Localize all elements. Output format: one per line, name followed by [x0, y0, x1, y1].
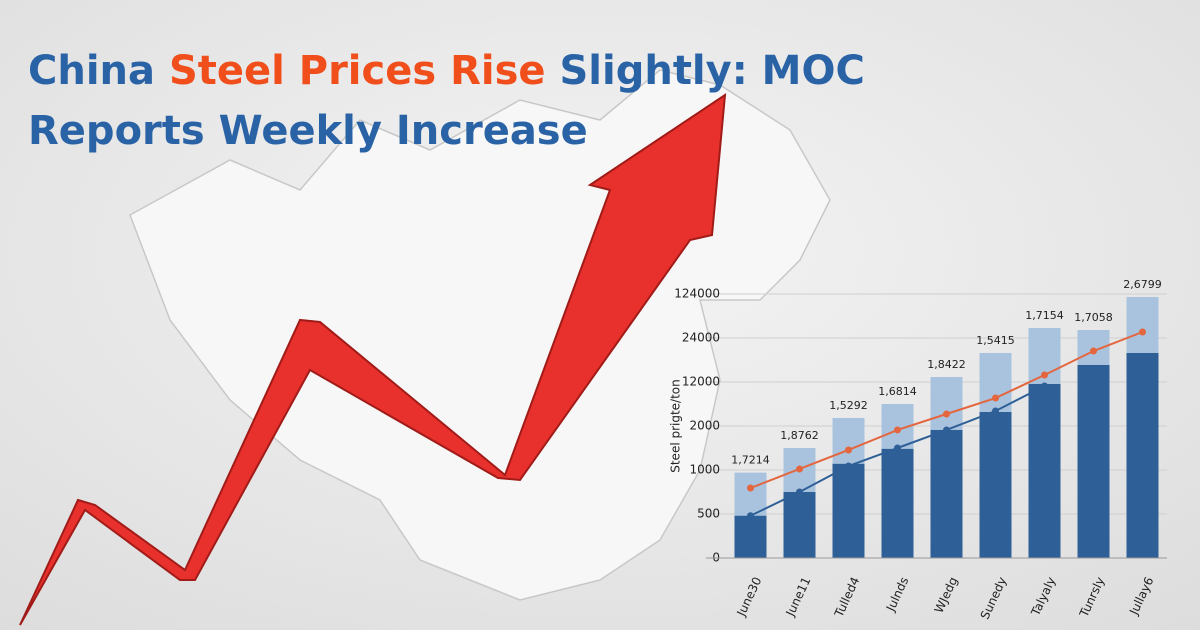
headline-highlight: Steel Prices Rise: [169, 48, 546, 94]
trend-arrow: [19, 93, 727, 626]
line-point: [747, 512, 754, 520]
bar: [930, 429, 963, 558]
bar-label: 1,7154: [1025, 309, 1064, 322]
headline: Reports Weekly Increase: [28, 108, 588, 154]
line-point: [845, 446, 852, 454]
bar: [734, 515, 767, 558]
y-tick-label: 124000: [674, 287, 720, 301]
bar-label: 1,8762: [780, 429, 819, 442]
bar-label: 1,7214: [731, 454, 770, 467]
bar-label: 1,7058: [1074, 311, 1113, 324]
y-tick-label: 2000: [689, 419, 720, 433]
line-point: [1041, 371, 1048, 379]
y-tick-label: 500: [697, 507, 720, 521]
line-point: [992, 407, 999, 415]
bar: [979, 412, 1012, 558]
bar: [1126, 352, 1159, 558]
line-point: [747, 484, 754, 492]
line-point: [894, 426, 901, 434]
line-point: [1139, 328, 1146, 336]
bar-label: 1,5292: [829, 399, 868, 412]
headline-part: Slightly: MOC: [546, 48, 865, 94]
y-tick-label: 1000: [689, 463, 720, 477]
y-axis-label: Steel prigte/ton: [669, 379, 683, 473]
headline: China Steel Prices Rise Slightly: MOC: [28, 48, 865, 94]
line-point: [943, 426, 950, 434]
line-point: [845, 462, 852, 470]
line-point: [1041, 382, 1048, 390]
bar-label: 1,8422: [927, 358, 966, 371]
bar-label: 1,5415: [976, 334, 1015, 347]
line-point: [1090, 347, 1097, 355]
headline-part: China: [28, 48, 169, 94]
line-point: [796, 488, 803, 496]
line-point: [894, 444, 901, 452]
line-point: [796, 465, 803, 473]
bar: [1077, 364, 1110, 558]
bar: [783, 492, 816, 558]
bar-label: 2,6799: [1123, 278, 1162, 291]
line-point: [992, 394, 999, 402]
y-tick-label: 12000: [682, 375, 720, 389]
line-point: [943, 410, 950, 418]
bar: [832, 463, 865, 558]
y-tick-label: 24000: [682, 331, 720, 345]
bar-label: 1,6814: [878, 385, 917, 398]
bar: [881, 448, 914, 558]
bar: [1028, 383, 1061, 558]
